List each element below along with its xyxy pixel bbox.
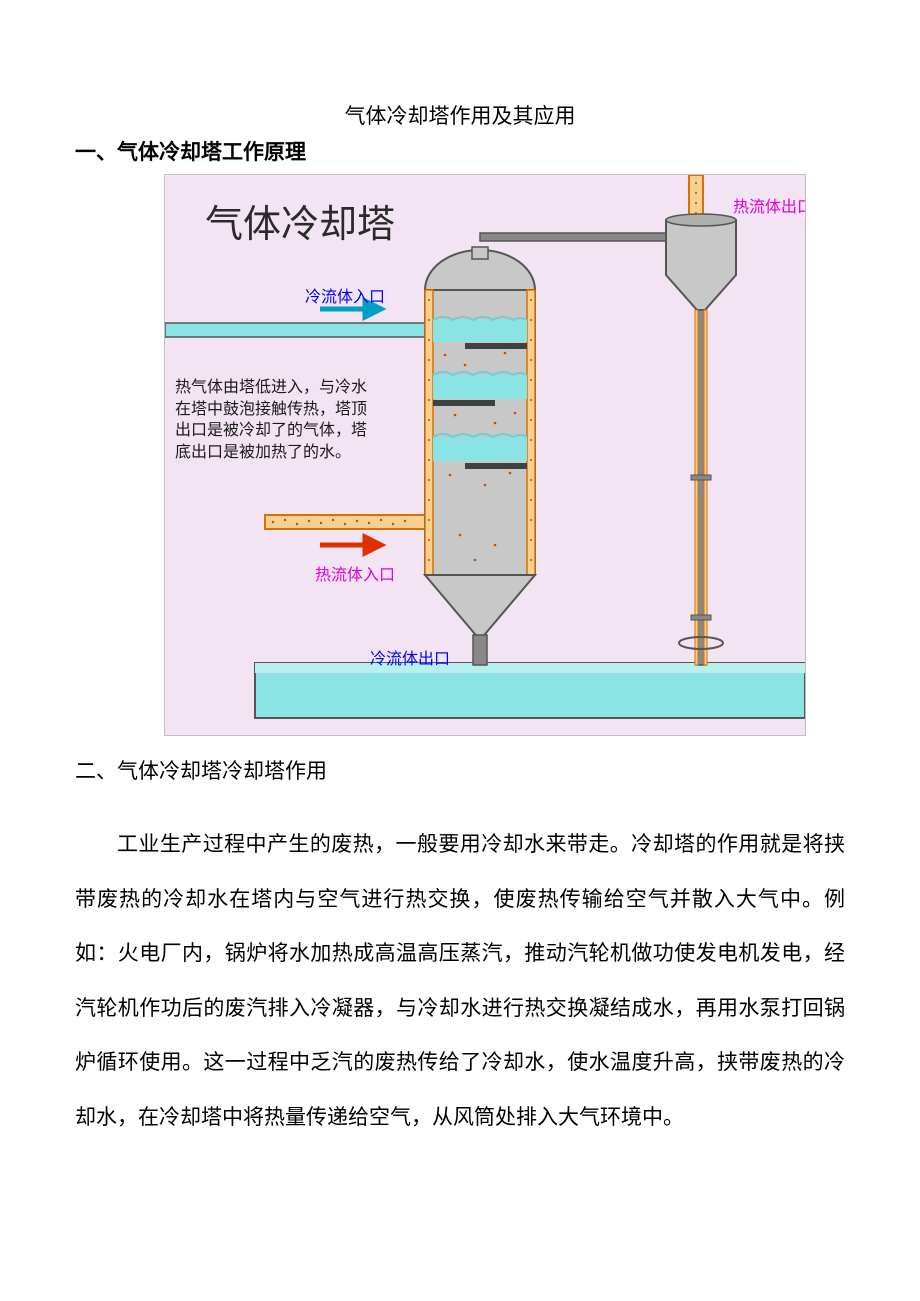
diagram-title: 气体冷却塔 bbox=[205, 193, 395, 248]
hot-in-label: 热流体入口 bbox=[315, 561, 395, 585]
diagram-container: 气体冷却塔 冷流体入口 热流体入口 冷流体出口 热流体出口 热气体由塔低进入，与… bbox=[75, 174, 845, 741]
hot-inlet-pipe bbox=[265, 515, 425, 529]
section-2-heading: 二、气体冷却塔冷却塔作用 bbox=[75, 755, 845, 785]
cold-inlet-pipe bbox=[165, 323, 425, 337]
hot-out-label: 热流体出口 bbox=[733, 193, 806, 217]
diagram-description: 热气体由塔低进入，与冷水在塔中鼓泡接触传热，塔顶出口是被冷却了的气体，塔底出口是… bbox=[175, 377, 375, 463]
separator-vessel bbox=[666, 214, 736, 665]
main-tower bbox=[425, 247, 535, 665]
hot-arrow-icon bbox=[320, 537, 381, 553]
document-page: 气体冷却塔作用及其应用 一、气体冷却塔工作原理 bbox=[0, 0, 920, 1205]
body-paragraph: 工业生产过程中产生的废热，一般要用冷却水来带走。冷却塔的作用就是将挟带废热的冷却… bbox=[75, 817, 845, 1145]
page-title: 气体冷却塔作用及其应用 bbox=[75, 100, 845, 130]
cold-out-label: 冷流体出口 bbox=[370, 645, 450, 669]
section-1-heading: 一、气体冷却塔工作原理 bbox=[75, 136, 845, 166]
cooling-tower-diagram: 气体冷却塔 冷流体入口 热流体入口 冷流体出口 热流体出口 热气体由塔低进入，与… bbox=[164, 174, 806, 736]
cold-in-label: 冷流体入口 bbox=[305, 283, 385, 307]
water-surface bbox=[255, 663, 805, 673]
